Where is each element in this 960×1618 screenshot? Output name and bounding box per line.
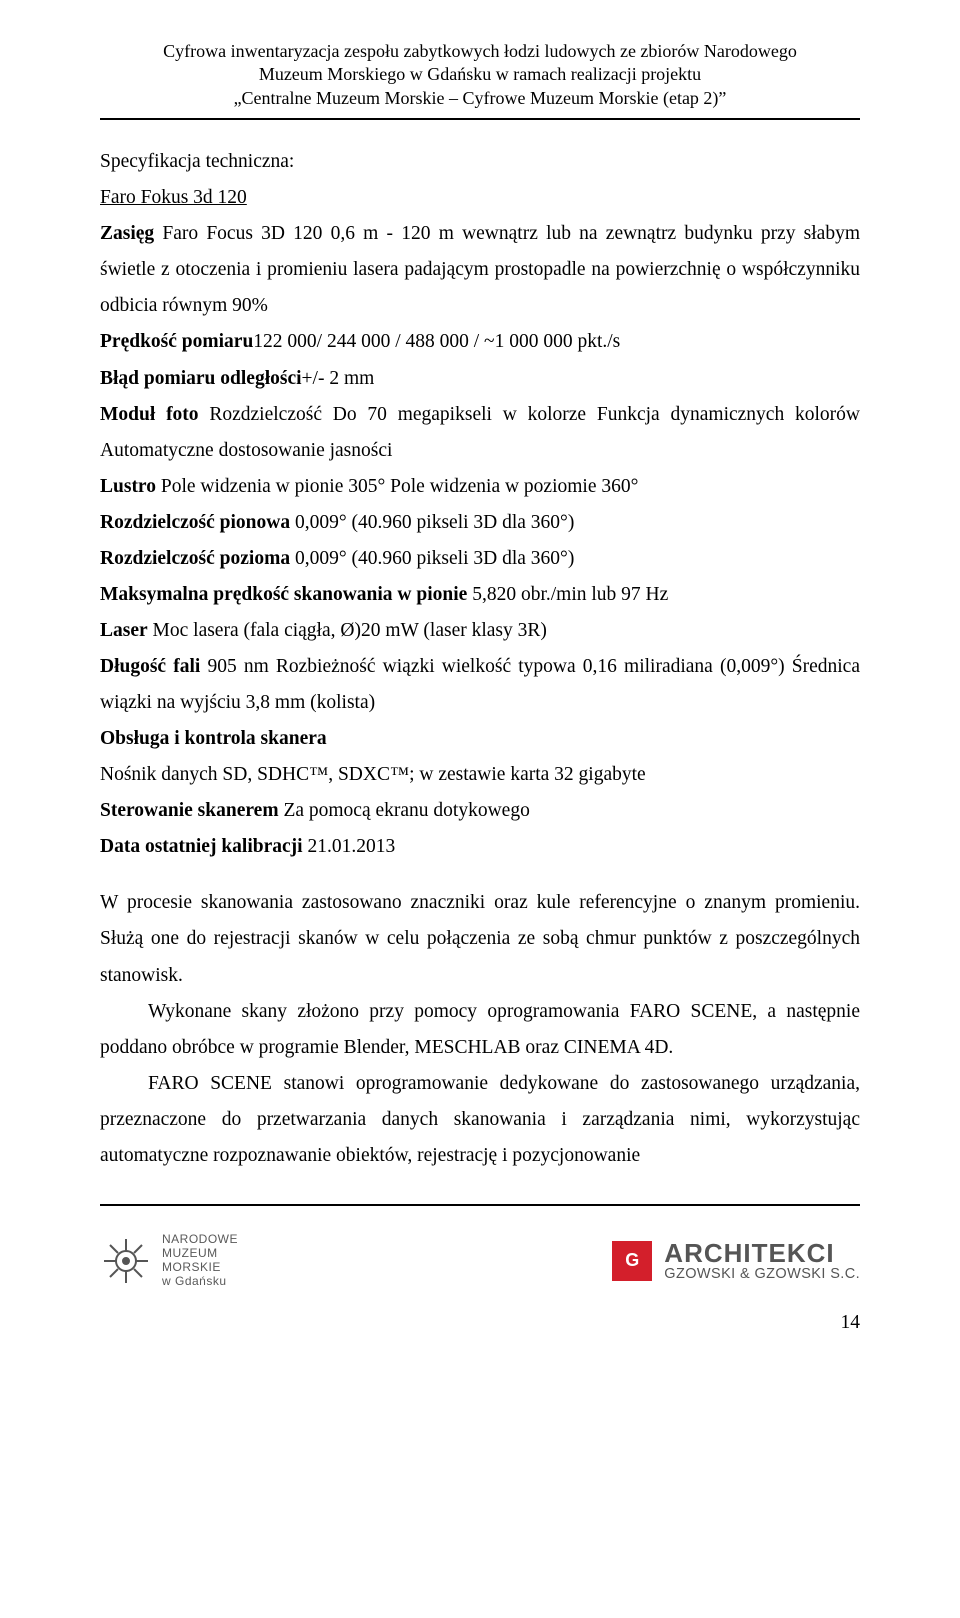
vres-label: Rozdzielczość pionowa bbox=[100, 512, 290, 533]
nmm-line-3: MORSKIE bbox=[162, 1261, 238, 1275]
storage-text: Nośnik danych SD, SDHC™, SDXC™; w zestaw… bbox=[100, 757, 860, 793]
error-text: +/- 2 mm bbox=[302, 368, 375, 389]
steering-text: Za pomocą ekranu dotykowego bbox=[279, 800, 530, 821]
control-label: Obsługa i kontrola skanera bbox=[100, 728, 327, 749]
steering-label: Sterowanie skanerem bbox=[100, 800, 279, 821]
nmm-line-2: MUZEUM bbox=[162, 1247, 238, 1261]
vres-text: 0,009° (40.960 pikseli 3D dla 360°) bbox=[290, 512, 574, 533]
calib-text: 21.01.2013 bbox=[303, 836, 396, 857]
architekci-line-1: ARCHITEKCI bbox=[664, 1240, 860, 1267]
header-line-3: „Centralne Muzeum Morskie – Cyfrowe Muze… bbox=[100, 87, 860, 110]
module-text: Rozdzielczość Do 70 megapikseli w kolorz… bbox=[100, 404, 860, 461]
laser-text: Moc lasera (fala ciągła, Ø)20 mW (laser … bbox=[148, 620, 547, 641]
page-number: 14 bbox=[100, 1306, 860, 1334]
footer-divider bbox=[100, 1204, 860, 1206]
mirror-label: Lustro bbox=[100, 476, 156, 497]
nmm-line-4: w Gdańsku bbox=[162, 1275, 238, 1289]
speed-label: Prędkość pomiaru bbox=[100, 331, 253, 352]
header-line-2: Muzeum Morskiego w Gdańsku w ramach real… bbox=[100, 63, 860, 86]
hres-text: 0,009° (40.960 pikseli 3D dla 360°) bbox=[290, 548, 574, 569]
maxspeed-label: Maksymalna prędkość skanowania w pionie bbox=[100, 584, 467, 605]
architekci-mark-icon: G bbox=[612, 1241, 652, 1281]
paragraph-2: Wykonane skany złożono przy pomocy oprog… bbox=[100, 994, 860, 1066]
ship-wheel-icon bbox=[100, 1235, 152, 1287]
module-label: Moduł foto bbox=[100, 404, 199, 425]
wavelength-label: Długość fali bbox=[100, 656, 200, 677]
spacer bbox=[100, 865, 860, 885]
paragraph-3: FARO SCENE stanowi oprogramowanie dedyko… bbox=[100, 1066, 860, 1174]
nmm-line-1: NARODOWE bbox=[162, 1233, 238, 1247]
architekci-text: ARCHITEKCI GZOWSKI & GZOWSKI S.C. bbox=[664, 1240, 860, 1283]
nmm-logo: NARODOWE MUZEUM MORSKIE w Gdańsku bbox=[100, 1233, 238, 1288]
footer: NARODOWE MUZEUM MORSKIE w Gdańsku G ARCH… bbox=[100, 1216, 860, 1306]
nmm-text: NARODOWE MUZEUM MORSKIE w Gdańsku bbox=[162, 1233, 238, 1288]
spec-title: Specyfikacja techniczna: bbox=[100, 144, 860, 180]
wavelength-text: 905 nm Rozbieżność wiązki wielkość typow… bbox=[100, 656, 860, 713]
range-text: Faro Focus 3D 120 0,6 m - 120 m wewnątrz… bbox=[100, 223, 860, 316]
page-container: Cyfrowa inwentaryzacja zespołu zabytkowy… bbox=[0, 0, 960, 1618]
spec-device: Faro Fokus 3d 120 bbox=[100, 187, 247, 208]
range-label: Zasięg bbox=[100, 223, 154, 244]
header-line-1: Cyfrowa inwentaryzacja zespołu zabytkowy… bbox=[100, 40, 860, 63]
maxspeed-text: 5,820 obr./min lub 97 Hz bbox=[467, 584, 668, 605]
body-content: Specyfikacja techniczna: Faro Fokus 3d 1… bbox=[100, 144, 860, 1174]
paragraph-1: W procesie skanowania zastosowano znaczn… bbox=[100, 885, 860, 993]
laser-label: Laser bbox=[100, 620, 148, 641]
calib-label: Data ostatniej kalibracji bbox=[100, 836, 303, 857]
hres-label: Rozdzielczość pozioma bbox=[100, 548, 290, 569]
running-header: Cyfrowa inwentaryzacja zespołu zabytkowy… bbox=[100, 40, 860, 120]
speed-text: 122 000/ 244 000 / 488 000 / ~1 000 000 … bbox=[253, 331, 620, 352]
mirror-text: Pole widzenia w pionie 305° Pole widzeni… bbox=[156, 476, 638, 497]
error-label: Błąd pomiaru odległości bbox=[100, 368, 302, 389]
architekci-logo: G ARCHITEKCI GZOWSKI & GZOWSKI S.C. bbox=[612, 1240, 860, 1283]
architekci-line-2: GZOWSKI & GZOWSKI S.C. bbox=[664, 1267, 860, 1282]
